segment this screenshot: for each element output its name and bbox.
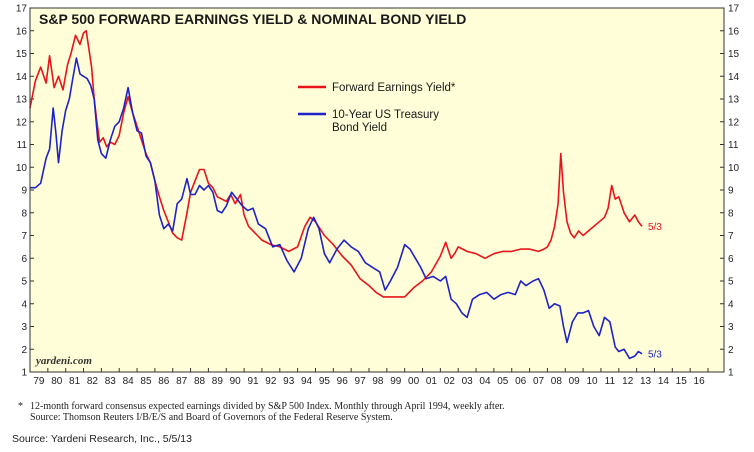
legend: Forward Earnings Yield* 10-Year US Treas… <box>298 82 456 134</box>
plot-area <box>30 8 724 372</box>
x-tick-label: 00 <box>408 376 420 387</box>
y-tick-label-right: 8 <box>728 208 734 219</box>
x-tick-label: 87 <box>176 376 188 387</box>
x-axis: 79 80 81 82 83 84 85 86 87 88 89 90 91 92 93 94 95 96 97 98… <box>29 368 709 387</box>
legend-label-treasury-bond-yield-line2: Bond Yield <box>332 122 387 134</box>
y-tick-label-left: 3 <box>21 322 27 333</box>
x-tick-label: 03 <box>462 376 474 387</box>
x-tick-label: 04 <box>479 376 491 387</box>
x-tick-label: 11 <box>605 376 616 387</box>
series-line-treasury-bond-yield <box>30 57 643 360</box>
y-tick-label-right: 2 <box>728 345 734 356</box>
chart-title: S&P 500 FORWARD EARNINGS YIELD & NOMINAL… <box>39 11 466 27</box>
y-tick-label-left: 14 <box>16 72 28 83</box>
x-tick-label: 02 <box>444 376 456 387</box>
y-tick-label-left: 6 <box>21 254 27 265</box>
x-tick-label: 95 <box>319 376 331 387</box>
series-line-forward-earnings-yield <box>29 30 643 298</box>
x-tick-label: 06 <box>515 376 527 387</box>
x-tick-label: 09 <box>569 376 581 387</box>
x-tick-label: 14 <box>658 376 670 387</box>
x-tick-label: 81 <box>69 376 81 387</box>
y-tick-label-right: 13 <box>728 95 740 106</box>
series-lines <box>29 30 643 360</box>
x-tick-label: 85 <box>140 376 152 387</box>
y-tick-label-right: 3 <box>728 322 734 333</box>
x-tick-label: 83 <box>105 376 117 387</box>
y-tick-label-left: 11 <box>17 140 28 151</box>
y-tick-label-left: 17 <box>16 4 28 15</box>
footnote-marker: * <box>18 401 23 412</box>
x-tick-label: 05 <box>497 376 509 387</box>
end-label-treasury-bond-yield: 5/3 <box>648 349 662 360</box>
footnote-line-2: Source: Thomson Reuters I/B/E/S and Boar… <box>30 412 393 423</box>
watermark-yardeni: yardeni.com <box>34 355 92 367</box>
y-tick-label-left: 10 <box>16 163 28 174</box>
x-tick-label: 92 <box>265 376 277 387</box>
x-tick-label: 89 <box>212 376 224 387</box>
legend-label-treasury-bond-yield-line1: 10-Year US Treasury <box>332 109 439 121</box>
plot-frame <box>29 7 725 373</box>
y-tick-label-left: 5 <box>21 277 27 288</box>
y-tick-label-left: 4 <box>21 299 27 310</box>
y-tick-label-right: 17 <box>728 4 740 15</box>
x-tick-label: 82 <box>87 376 99 387</box>
x-tick-label: 08 <box>551 376 563 387</box>
y-tick-label-left: 8 <box>21 208 27 219</box>
x-tick-label: 79 <box>33 376 45 387</box>
y-tick-label-right: 1 <box>728 368 734 379</box>
y-tick-label-right: 12 <box>728 117 740 128</box>
y-tick-label-left: 12 <box>16 117 28 128</box>
x-tick-label: 07 <box>533 376 545 387</box>
y-tick-label-left: 9 <box>21 186 27 197</box>
y-tick-label-right: 14 <box>728 72 740 83</box>
x-tick-label: 12 <box>622 376 634 387</box>
chart-container: 1 2 3 4 5 6 7 8 9 10 11 12 13 14 15 16 17 1 2 3 4 5 6 7 8 9 10 11 1… <box>16 4 740 388</box>
y-tick-label-left: 2 <box>21 345 27 356</box>
x-tick-label: 13 <box>640 376 652 387</box>
footnote-line-1: 12-month forward consensus expected earn… <box>30 401 505 412</box>
y-tick-label-left: 7 <box>21 231 27 242</box>
source-credit: Source: Yardeni Research, Inc., 5/5/13 <box>12 433 192 445</box>
y-tick-label-right: 11 <box>728 140 739 151</box>
x-tick-label: 97 <box>355 376 367 387</box>
y-tick-label-right: 10 <box>728 163 740 174</box>
y-tick-label-right: 4 <box>728 299 734 310</box>
x-tick-label: 94 <box>301 376 313 387</box>
y-tick-label-left: 16 <box>16 26 28 37</box>
x-tick-label: 80 <box>51 376 63 387</box>
x-tick-label: 96 <box>337 376 349 387</box>
x-tick-label: 88 <box>194 376 206 387</box>
y-tick-label-right: 15 <box>728 49 740 60</box>
y-tick-label-right: 5 <box>728 277 734 288</box>
x-tick-label: 10 <box>586 376 598 387</box>
x-tick-label: 01 <box>426 376 438 387</box>
x-tick-label: 93 <box>283 376 295 387</box>
y-tick-label-left: 13 <box>16 95 28 106</box>
x-tick-label: 90 <box>230 376 242 387</box>
x-tick-label: 98 <box>372 376 384 387</box>
y-tick-label-right: 9 <box>728 186 734 197</box>
y-tick-label-left: 15 <box>16 49 28 60</box>
end-label-forward-earnings-yield: 5/3 <box>648 222 662 233</box>
y-tick-label-right: 6 <box>728 254 734 265</box>
y-tick-label-left: 1 <box>21 368 27 379</box>
y-tick-label-right: 16 <box>728 26 740 37</box>
x-tick-label: 16 <box>694 376 706 387</box>
x-tick-label: 15 <box>676 376 688 387</box>
legend-label-forward-earnings-yield: Forward Earnings Yield* <box>332 82 456 94</box>
x-tick-label: 84 <box>123 376 135 387</box>
x-tick-label: 99 <box>390 376 402 387</box>
x-tick-label: 86 <box>158 376 170 387</box>
x-tick-label: 91 <box>247 376 259 387</box>
y-tick-label-right: 7 <box>728 231 734 242</box>
